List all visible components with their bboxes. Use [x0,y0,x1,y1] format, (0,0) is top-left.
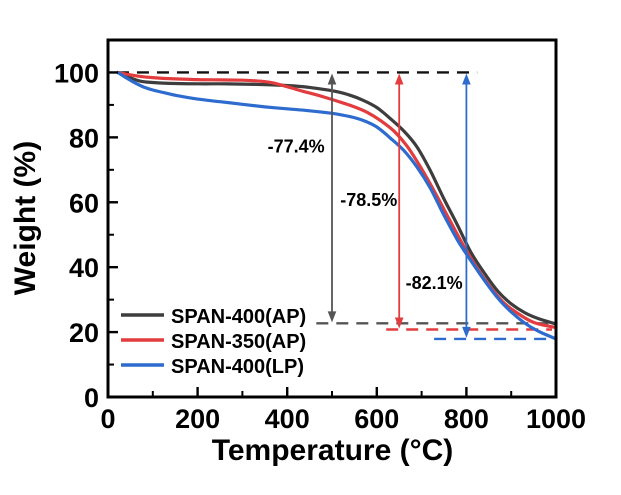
plot-border [106,38,558,399]
x-tick-label-600: 600 [354,404,399,434]
y-tick-label-40: 40 [69,253,99,283]
legend-label-span-350-ap: SPAN-350(AP) [171,331,306,353]
axis-ticks: 0 200 400 600 800 1000 0 20 40 60 80 100 [54,58,586,434]
weight-loss-label-77-4: -77.4% [268,136,325,156]
arrow-head-down-82-1 [462,326,471,338]
legend-label-span-400-ap: SPAN-400(AP) [171,306,306,328]
x-tick-label-0: 0 [100,404,115,434]
y-tick-label-100: 100 [54,58,99,88]
x-axis-title: Temperature (°C) [211,434,454,467]
legend: SPAN-400(AP) SPAN-350(AP) SPAN-400(LP) [121,306,306,378]
curves [116,70,558,341]
legend-label-span-400-lp: SPAN-400(LP) [171,356,304,378]
arrow-head-up-78-5 [394,73,404,85]
arrow-head-up-77-4 [327,73,337,85]
x-tick-label-1000: 1000 [526,404,586,434]
y-tick-label-20: 20 [69,318,99,348]
x-tick-label-800: 800 [444,404,489,434]
curve-span-400-lp [116,70,558,341]
x-tick-label-200: 200 [175,404,220,434]
x-tick-label-400: 400 [265,404,310,434]
arrow-head-up-82-1 [462,73,471,85]
y-tick-label-60: 60 [69,188,99,218]
curve-span-400-ap [116,70,558,326]
y-tick-label-80: 80 [69,123,99,153]
y-axis-title: Weight (%) [9,140,42,296]
arrow-head-down-77-4 [327,311,337,323]
arrow-head-down-78-5 [394,317,404,329]
weight-loss-arrows: -77.4% -78.5% -82.1% [268,73,471,338]
weight-loss-label-78-5: -78.5% [340,190,397,210]
y-tick-label-0: 0 [84,383,99,413]
weight-loss-label-82-1: -82.1% [406,273,463,293]
